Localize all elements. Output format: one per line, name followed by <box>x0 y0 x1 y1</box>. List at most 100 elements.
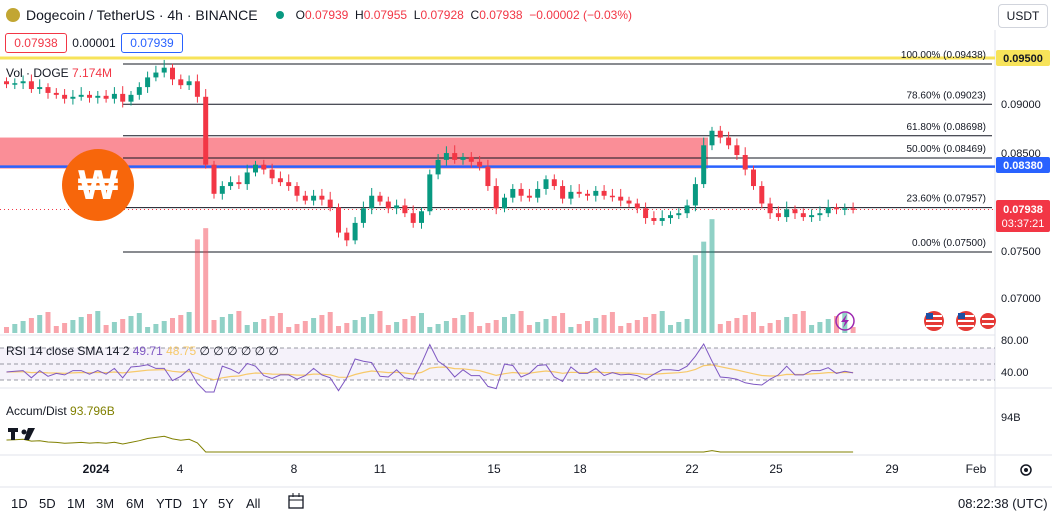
candle-body <box>70 96 76 99</box>
volume-bar <box>103 325 109 333</box>
candle-body <box>634 203 640 209</box>
volume-bar <box>53 326 59 333</box>
candle-body <box>410 213 416 223</box>
volume-bar <box>560 313 566 333</box>
candle-body <box>543 179 549 189</box>
candle-body <box>128 94 134 102</box>
volume-bar <box>817 322 823 333</box>
volume-bar <box>28 318 34 333</box>
volume-bar <box>286 327 292 333</box>
candle-body <box>87 94 92 98</box>
candle-body <box>784 209 790 218</box>
lightning-icon[interactable] <box>835 311 855 331</box>
timeframe-all[interactable]: All <box>246 496 261 511</box>
candle-body <box>178 79 184 86</box>
volume-bar <box>850 327 856 333</box>
volume-bar <box>145 327 151 333</box>
timeframe-5d[interactable]: 5D <box>39 496 56 511</box>
volume-bar <box>37 315 43 333</box>
candle-body <box>311 195 317 201</box>
volume-bar <box>775 320 781 333</box>
price-label: 0.07500 <box>1001 246 1041 258</box>
volume-bar <box>62 323 68 333</box>
accum-dist-line <box>6 435 854 453</box>
candle-body <box>775 213 781 218</box>
volume-bar <box>452 318 458 333</box>
candle-body <box>709 130 715 146</box>
candle-body <box>427 174 433 212</box>
volume-bar <box>111 322 117 333</box>
volume-bar <box>178 315 184 333</box>
volume-bar <box>269 316 275 333</box>
volume-bar <box>493 320 499 333</box>
candle-body <box>717 130 723 138</box>
candle-body <box>62 94 68 99</box>
volume-bar <box>153 324 159 333</box>
volume-bar <box>477 326 483 333</box>
volume-bar <box>136 313 142 333</box>
candle-body <box>510 188 516 198</box>
currency-select[interactable]: USDT <box>998 4 1048 28</box>
candle-body <box>186 81 192 86</box>
yellow-level-tag <box>996 50 1050 66</box>
volume-bar <box>485 323 491 333</box>
candle-body <box>244 172 250 185</box>
tradingview-logo-icon <box>8 428 35 440</box>
fib-level-label: 78.60% (0.09023) <box>906 90 986 101</box>
volume-bar <box>336 326 341 333</box>
yellow-level-tag-text: 0.09500 <box>1003 53 1043 65</box>
volume-bar <box>170 318 175 333</box>
volume-bar <box>792 314 798 333</box>
candle-body <box>759 186 765 204</box>
candle-body <box>734 145 740 155</box>
time-axis-label: 18 <box>573 462 587 476</box>
volume-bar <box>360 317 366 333</box>
volume-bar <box>825 319 831 333</box>
candle-body <box>286 182 292 187</box>
utc-clock[interactable]: 08:22:38 (UTC) <box>958 496 1048 511</box>
us-flag-icon[interactable] <box>924 311 944 331</box>
timeframe-1y[interactable]: 1Y <box>192 496 208 511</box>
buy-button[interactable]: 0.07939 <box>121 33 183 53</box>
timeframe-5y[interactable]: 5Y <box>218 496 234 511</box>
us-flag-icon[interactable] <box>956 311 976 331</box>
dogecoin-coin-icon[interactable] <box>6 8 20 22</box>
candle-body <box>170 67 175 80</box>
candle-body <box>601 190 607 196</box>
candle-body <box>120 93 126 102</box>
volume-bar <box>435 324 441 333</box>
symbol-header: Dogecoin / TetherUS · 4h · BINANCE O0.07… <box>0 0 632 30</box>
timeframe-1m[interactable]: 1M <box>67 496 86 511</box>
candle-body <box>659 218 665 221</box>
bottom-toolbar: 1D 5D 1M 3M 6M YTD 1Y 5Y All 08:22:38 (U… <box>0 487 1052 518</box>
timeframe-6m[interactable]: 6M <box>126 496 145 511</box>
timeframe-ytd[interactable]: YTD <box>156 496 182 511</box>
volume-bar <box>751 312 756 333</box>
volume-bar <box>203 228 209 333</box>
sell-button[interactable]: 0.07938 <box>5 33 67 53</box>
candle-body <box>136 87 142 95</box>
rsi-line <box>6 343 854 393</box>
candle-body <box>850 208 856 210</box>
candle-body <box>809 215 815 218</box>
candle-body <box>103 95 109 99</box>
volume-bar <box>709 219 715 333</box>
timeframe-1d[interactable]: 1D <box>11 496 28 511</box>
volume-bar <box>194 239 200 333</box>
candle-body <box>402 205 408 214</box>
volume-bar <box>460 315 466 333</box>
volume-bar <box>692 255 698 333</box>
volume-bar <box>543 319 549 333</box>
time-axis-label: 22 <box>685 462 699 476</box>
candle-body <box>443 153 449 160</box>
volume-bar <box>4 327 9 333</box>
settings-gear-icon[interactable] <box>1020 464 1032 476</box>
candle-body <box>385 201 391 209</box>
candle-body <box>493 186 499 209</box>
calendar-range-icon[interactable] <box>288 493 304 509</box>
us-flag-icon[interactable] <box>980 313 996 329</box>
candle-body <box>236 182 242 185</box>
symbol-title[interactable]: Dogecoin / TetherUS · 4h · BINANCE <box>26 7 258 23</box>
timeframe-3m[interactable]: 3M <box>96 496 115 511</box>
